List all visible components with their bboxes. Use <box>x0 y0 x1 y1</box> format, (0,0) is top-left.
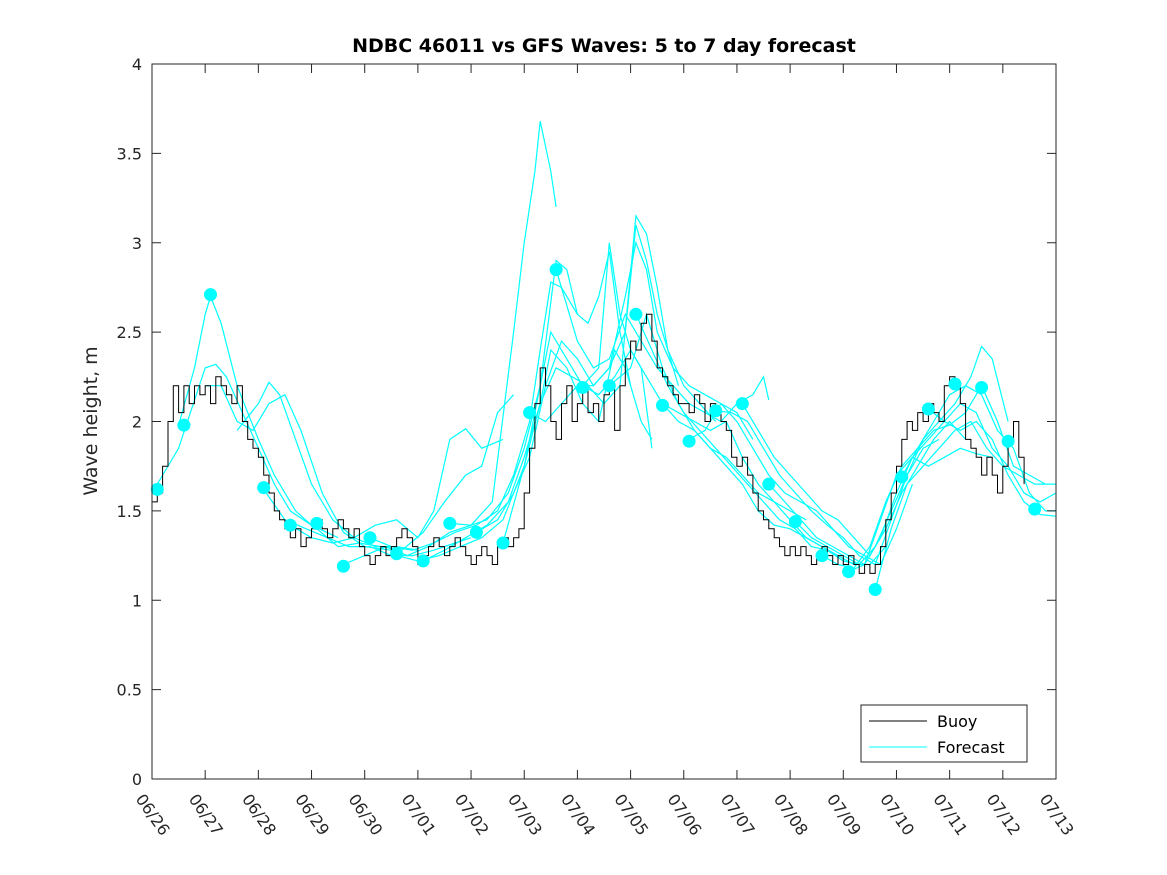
y-tick-label-2: 1 <box>132 591 142 610</box>
forecast-marker-18 <box>656 398 669 412</box>
y-axis-ticks: 0 0.5 1 1.5 2 2.5 3 3.5 4 <box>117 55 1056 789</box>
plot-area: 00.511.522.533.54 06/26 06/27 06/28 06/29 06… <box>117 55 1078 839</box>
forecast-marker-28 <box>921 402 935 416</box>
forecast-marker-16 <box>602 379 616 393</box>
forecast-marker-29 <box>948 377 962 391</box>
forecast-marker-25 <box>842 565 856 579</box>
buoy-line-group <box>152 313 1025 574</box>
forecast-marker-17 <box>629 307 643 321</box>
y-tick-label-1: 0.5 <box>117 681 142 700</box>
legend-forecast-label: Forecast <box>937 738 1005 757</box>
y-tick-label-4: 2 <box>132 413 142 432</box>
forecast-marker-27 <box>895 470 909 484</box>
forecast-marker-13 <box>523 406 537 420</box>
forecast-marker-10 <box>443 516 457 530</box>
forecast-marker-31 <box>1001 434 1015 448</box>
forecast-marker-3 <box>257 481 271 495</box>
forecast-marker-6 <box>336 559 350 573</box>
forecast-run-line-22 <box>741 403 967 557</box>
y-tick-label-6: 3 <box>132 234 142 253</box>
forecast-run-line-27 <box>874 420 1056 590</box>
forecast-marker-20 <box>709 404 723 418</box>
legend-box <box>860 704 1028 763</box>
forecast-marker-26 <box>868 583 882 596</box>
forecast-marker-8 <box>390 547 404 561</box>
forecast-marker-7 <box>363 531 377 545</box>
legend-buoy-label: Buoy <box>937 712 977 731</box>
forecast-run-line-28 <box>901 385 1056 512</box>
forecast-run-line-11 <box>449 242 653 526</box>
y-tick-label-5: 2.5 <box>117 323 142 342</box>
forecast-run-line-23 <box>768 447 993 566</box>
forecast-marker-12 <box>496 536 510 550</box>
forecast-marker-9 <box>416 554 430 568</box>
forecast-run-line-8 <box>369 281 578 551</box>
forecast-run-line-21 <box>715 410 940 566</box>
forecast-marker-4 <box>283 518 297 532</box>
forecast-marker-30 <box>975 381 989 394</box>
forecast-marker-1 <box>177 418 191 432</box>
forecast-marker-19 <box>682 434 696 448</box>
forecast-run-line-6 <box>316 394 515 551</box>
forecast-marker-2 <box>204 288 217 302</box>
forecast-run-line-2 <box>205 385 392 551</box>
forecast-marker-32 <box>1028 502 1042 516</box>
forecast-markers <box>150 263 1042 596</box>
forecast-run-line-14 <box>529 240 754 440</box>
forecast-marker-22 <box>762 477 776 491</box>
forecast-run-line-20 <box>688 402 913 566</box>
legend: Buoy Forecast <box>860 704 1028 763</box>
forecast-marker-11 <box>469 525 483 539</box>
forecast-marker-0 <box>150 482 164 496</box>
forecast-run-line-26 <box>848 402 1057 573</box>
forecast-marker-24 <box>815 549 829 563</box>
buoy-line <box>152 313 1025 574</box>
forecast-marker-14 <box>549 263 563 277</box>
y-tick-label-7: 3.5 <box>117 144 142 163</box>
y-tick-label-3: 1.5 <box>117 502 142 521</box>
forecast-marker-15 <box>576 381 590 394</box>
forecast-marker-21 <box>735 397 749 411</box>
forecast-run-line-4 <box>263 489 472 557</box>
forecast-marker-5 <box>310 516 324 530</box>
y-tick-label-8: 4 <box>132 55 142 74</box>
forecast-run-line-7 <box>343 121 557 566</box>
y-axis-label: Wave height, m <box>80 346 102 495</box>
forecast-run-line-0 <box>151 363 312 526</box>
y-tick-label-0: 0 <box>132 770 142 789</box>
chart-title: NDBC 46011 vs GFS Waves: 5 to 7 day fore… <box>352 35 856 57</box>
forecast-marker-23 <box>788 515 802 529</box>
